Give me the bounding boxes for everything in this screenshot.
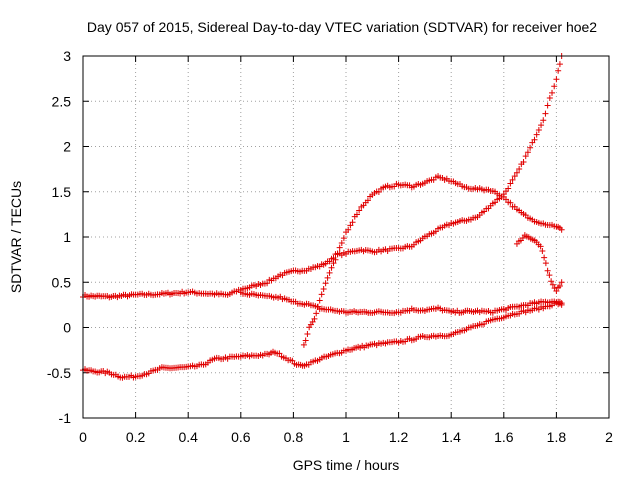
data-point xyxy=(304,330,311,337)
data-point xyxy=(541,254,548,261)
data-point xyxy=(300,341,307,348)
data-point xyxy=(264,280,271,287)
x-tick-label: 1.2 xyxy=(389,429,409,445)
data-point xyxy=(314,303,321,310)
data-point xyxy=(340,235,347,242)
data-point xyxy=(302,337,309,344)
x-tick-label: 0.8 xyxy=(284,429,304,445)
data-point xyxy=(520,159,527,166)
data-point xyxy=(316,297,323,304)
data-point xyxy=(538,122,545,129)
data-point xyxy=(542,260,549,267)
data-point xyxy=(522,153,529,160)
x-axis-title: GPS time / hours xyxy=(293,457,400,473)
x-tick-label: 0.2 xyxy=(126,429,146,445)
series-track-d xyxy=(300,173,565,348)
series-track-a xyxy=(80,53,565,301)
data-point xyxy=(334,250,341,257)
data-point xyxy=(332,256,339,263)
data-point xyxy=(544,267,551,274)
y-tick-label: -0.5 xyxy=(47,365,71,381)
data-point xyxy=(356,207,363,214)
data-point xyxy=(549,89,556,96)
series-track-b xyxy=(80,299,565,381)
data-point xyxy=(551,83,558,90)
data-point xyxy=(535,126,542,133)
data-point xyxy=(558,279,565,286)
data-point xyxy=(276,350,283,357)
data-point xyxy=(516,166,523,173)
series-track-c xyxy=(237,289,565,317)
data-point xyxy=(546,272,553,279)
data-point xyxy=(558,226,565,233)
data-point xyxy=(511,173,518,180)
data-point xyxy=(338,239,345,246)
y-tick-label: 1.5 xyxy=(52,184,72,200)
data-point xyxy=(527,144,534,151)
data-point xyxy=(553,287,560,294)
data-point xyxy=(558,300,565,307)
data-point xyxy=(507,199,514,206)
data-point xyxy=(320,286,327,293)
y-tick-label: 0.5 xyxy=(52,274,72,290)
data-point xyxy=(345,226,352,233)
data-point xyxy=(349,219,356,226)
x-tick-label: 1 xyxy=(342,429,350,445)
data-point xyxy=(539,248,546,255)
data-point xyxy=(537,243,544,250)
y-tick-label: 2 xyxy=(63,139,71,155)
data-point xyxy=(556,282,563,289)
data-point xyxy=(556,61,563,68)
x-tick-label: 0 xyxy=(79,429,87,445)
data-point xyxy=(311,315,318,322)
data-point xyxy=(524,149,531,156)
x-tick-label: 1.6 xyxy=(494,429,514,445)
data-point xyxy=(546,94,553,101)
y-tick-label: 3 xyxy=(63,48,71,64)
data-point xyxy=(540,117,547,124)
y-tick-label: 1 xyxy=(63,229,71,245)
data-point xyxy=(353,211,360,218)
chart-title: Day 057 of 2015, Sidereal Day-to-day VTE… xyxy=(87,19,597,35)
data-point xyxy=(336,244,343,251)
data-point xyxy=(318,291,325,298)
data-point xyxy=(322,280,329,287)
y-tick-label: 0 xyxy=(63,320,71,336)
data-point xyxy=(324,274,331,281)
y-axis-title: SDTVAR / TECUs xyxy=(8,181,24,293)
x-tick-label: 0.6 xyxy=(231,429,251,445)
y-tick-label: -1 xyxy=(59,410,72,426)
data-point xyxy=(553,76,560,83)
data-point xyxy=(531,136,538,143)
data-point xyxy=(544,102,551,109)
plot-frame xyxy=(82,55,610,419)
data-point xyxy=(509,176,516,183)
data-point xyxy=(548,278,555,285)
data-point xyxy=(330,260,337,267)
data-point xyxy=(375,188,382,195)
data-point xyxy=(513,169,520,176)
tick-layer: 0 0.2 0.4 0.6 0.8 1 1.2 1.4 1.6 1.8 2 -1 -0.5 0 0.5 1 1.… xyxy=(47,48,613,445)
data-point xyxy=(542,110,549,117)
data-point xyxy=(328,264,335,271)
data-point xyxy=(555,67,562,74)
series-track-e xyxy=(513,232,565,294)
data-point xyxy=(549,281,556,288)
data-point xyxy=(533,131,540,138)
grid-layer xyxy=(83,56,609,418)
data-points xyxy=(80,53,565,381)
x-tick-label: 0.4 xyxy=(178,429,198,445)
data-point xyxy=(507,180,514,187)
x-tick-label: 1.4 xyxy=(441,429,461,445)
data-point xyxy=(326,269,333,276)
x-tick-label: 2 xyxy=(605,429,613,445)
data-point xyxy=(347,222,354,229)
y-tick-label: 2.5 xyxy=(52,93,72,109)
data-point xyxy=(313,310,320,317)
data-point xyxy=(364,197,371,204)
x-tick-label: 1.8 xyxy=(547,429,567,445)
data-point xyxy=(505,185,512,192)
